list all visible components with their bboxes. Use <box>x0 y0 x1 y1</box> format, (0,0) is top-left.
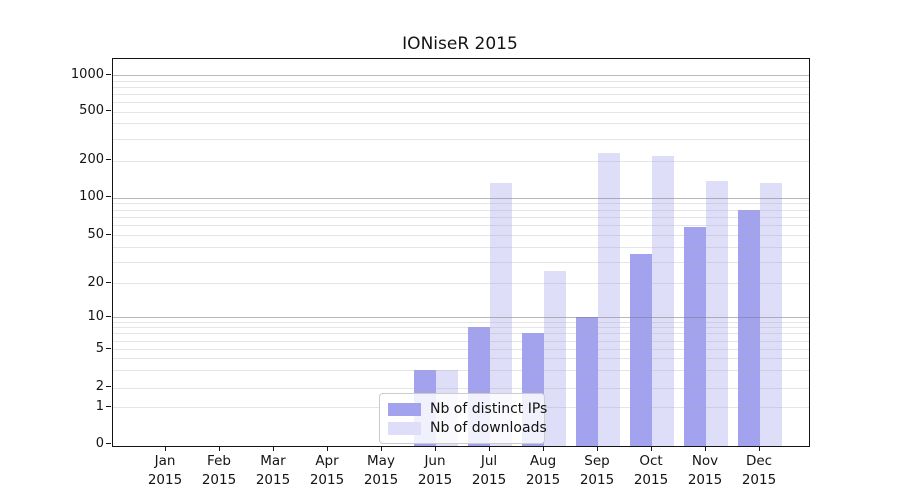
y-tick-mark-1000 <box>106 73 111 75</box>
bar-sep-downloads <box>598 153 620 446</box>
x-tick-label-jul: Jul 2015 <box>471 453 507 488</box>
x-tick-label-jan: Jan 2015 <box>147 453 183 488</box>
bar-dec-distinct-ips <box>738 209 760 446</box>
legend-entry-distinct-ips: Nb of distinct IPs <box>380 401 548 417</box>
y-tick-mark-50 <box>106 233 111 235</box>
x-tick-mark-aug <box>542 446 544 451</box>
x-tick-label-sep: Sep 2015 <box>579 453 615 488</box>
legend: Nb of distinct IPs Nb of downloads <box>379 393 548 444</box>
x-tick-label-oct: Oct 2015 <box>633 453 669 488</box>
y-tick-label-5: 5 <box>95 340 104 356</box>
bar-nov-downloads <box>706 181 728 446</box>
x-tick-mark-oct <box>650 446 652 451</box>
y-tick-mark-2 <box>106 386 111 388</box>
y-tick-mark-100 <box>106 196 111 198</box>
y-tick-label-100: 100 <box>79 189 104 204</box>
plot-area: Nb of distinct IPs Nb of downloads <box>112 58 810 447</box>
bar-oct-downloads <box>652 156 674 446</box>
y-tick-mark-200 <box>106 159 111 161</box>
y-tick-label-2: 2 <box>95 379 104 394</box>
x-tick-mark-jun <box>434 446 436 451</box>
x-tick-mark-apr <box>326 446 328 451</box>
legend-label-downloads: Nb of downloads <box>430 420 547 436</box>
x-tick-mark-feb <box>218 446 220 451</box>
y-tick-mark-5 <box>106 347 111 349</box>
x-tick-mark-nov <box>704 446 706 451</box>
x-tick-label-nov: Nov 2015 <box>687 453 723 488</box>
bar-jul-downloads <box>490 182 512 446</box>
y-tick-label-10: 10 <box>87 308 104 324</box>
chart-title: IONiseR 2015 <box>402 34 518 54</box>
bar-oct-distinct-ips <box>630 253 652 446</box>
x-tick-label-apr: Apr 2015 <box>309 453 345 488</box>
y-tick-label-1: 1 <box>95 398 104 414</box>
x-tick-mark-sep <box>596 446 598 451</box>
bar-sep-distinct-ips <box>576 317 598 446</box>
y-tick-label-200: 200 <box>79 152 104 167</box>
legend-swatch-distinct-ips <box>388 402 421 416</box>
x-tick-label-aug: Aug 2015 <box>525 453 561 488</box>
x-tick-mark-mar <box>272 446 274 451</box>
y-tick-label-20: 20 <box>87 274 104 290</box>
y-tick-mark-500 <box>106 110 111 112</box>
legend-entry-downloads: Nb of downloads <box>380 420 547 436</box>
x-tick-mark-dec <box>758 446 760 451</box>
x-tick-label-may: May 2015 <box>363 453 399 488</box>
x-tick-label-feb: Feb 2015 <box>201 453 237 488</box>
legend-label-distinct-ips: Nb of distinct IPs <box>430 401 548 417</box>
bar-aug-downloads <box>544 271 566 446</box>
y-tick-label-50: 50 <box>87 226 104 242</box>
x-tick-mark-jul <box>488 446 490 451</box>
x-tick-mark-may <box>380 446 382 451</box>
x-tick-label-mar: Mar 2015 <box>255 453 291 488</box>
bar-dec-downloads <box>760 183 782 446</box>
bar-nov-distinct-ips <box>684 226 706 446</box>
y-tick-label-0: 0 <box>95 436 104 451</box>
y-tick-label-500: 500 <box>79 103 104 118</box>
x-tick-label-dec: Dec 2015 <box>741 453 777 488</box>
y-tick-mark-20 <box>106 281 111 283</box>
y-tick-mark-0 <box>106 443 111 445</box>
y-tick-mark-1 <box>106 405 111 407</box>
y-tick-mark-10 <box>106 315 111 317</box>
y-tick-label-1000: 1000 <box>70 66 104 82</box>
x-tick-mark-jan <box>164 446 166 451</box>
x-tick-label-jun: Jun 2015 <box>417 453 453 488</box>
legend-swatch-downloads <box>388 421 421 435</box>
bars-layer <box>113 59 809 446</box>
